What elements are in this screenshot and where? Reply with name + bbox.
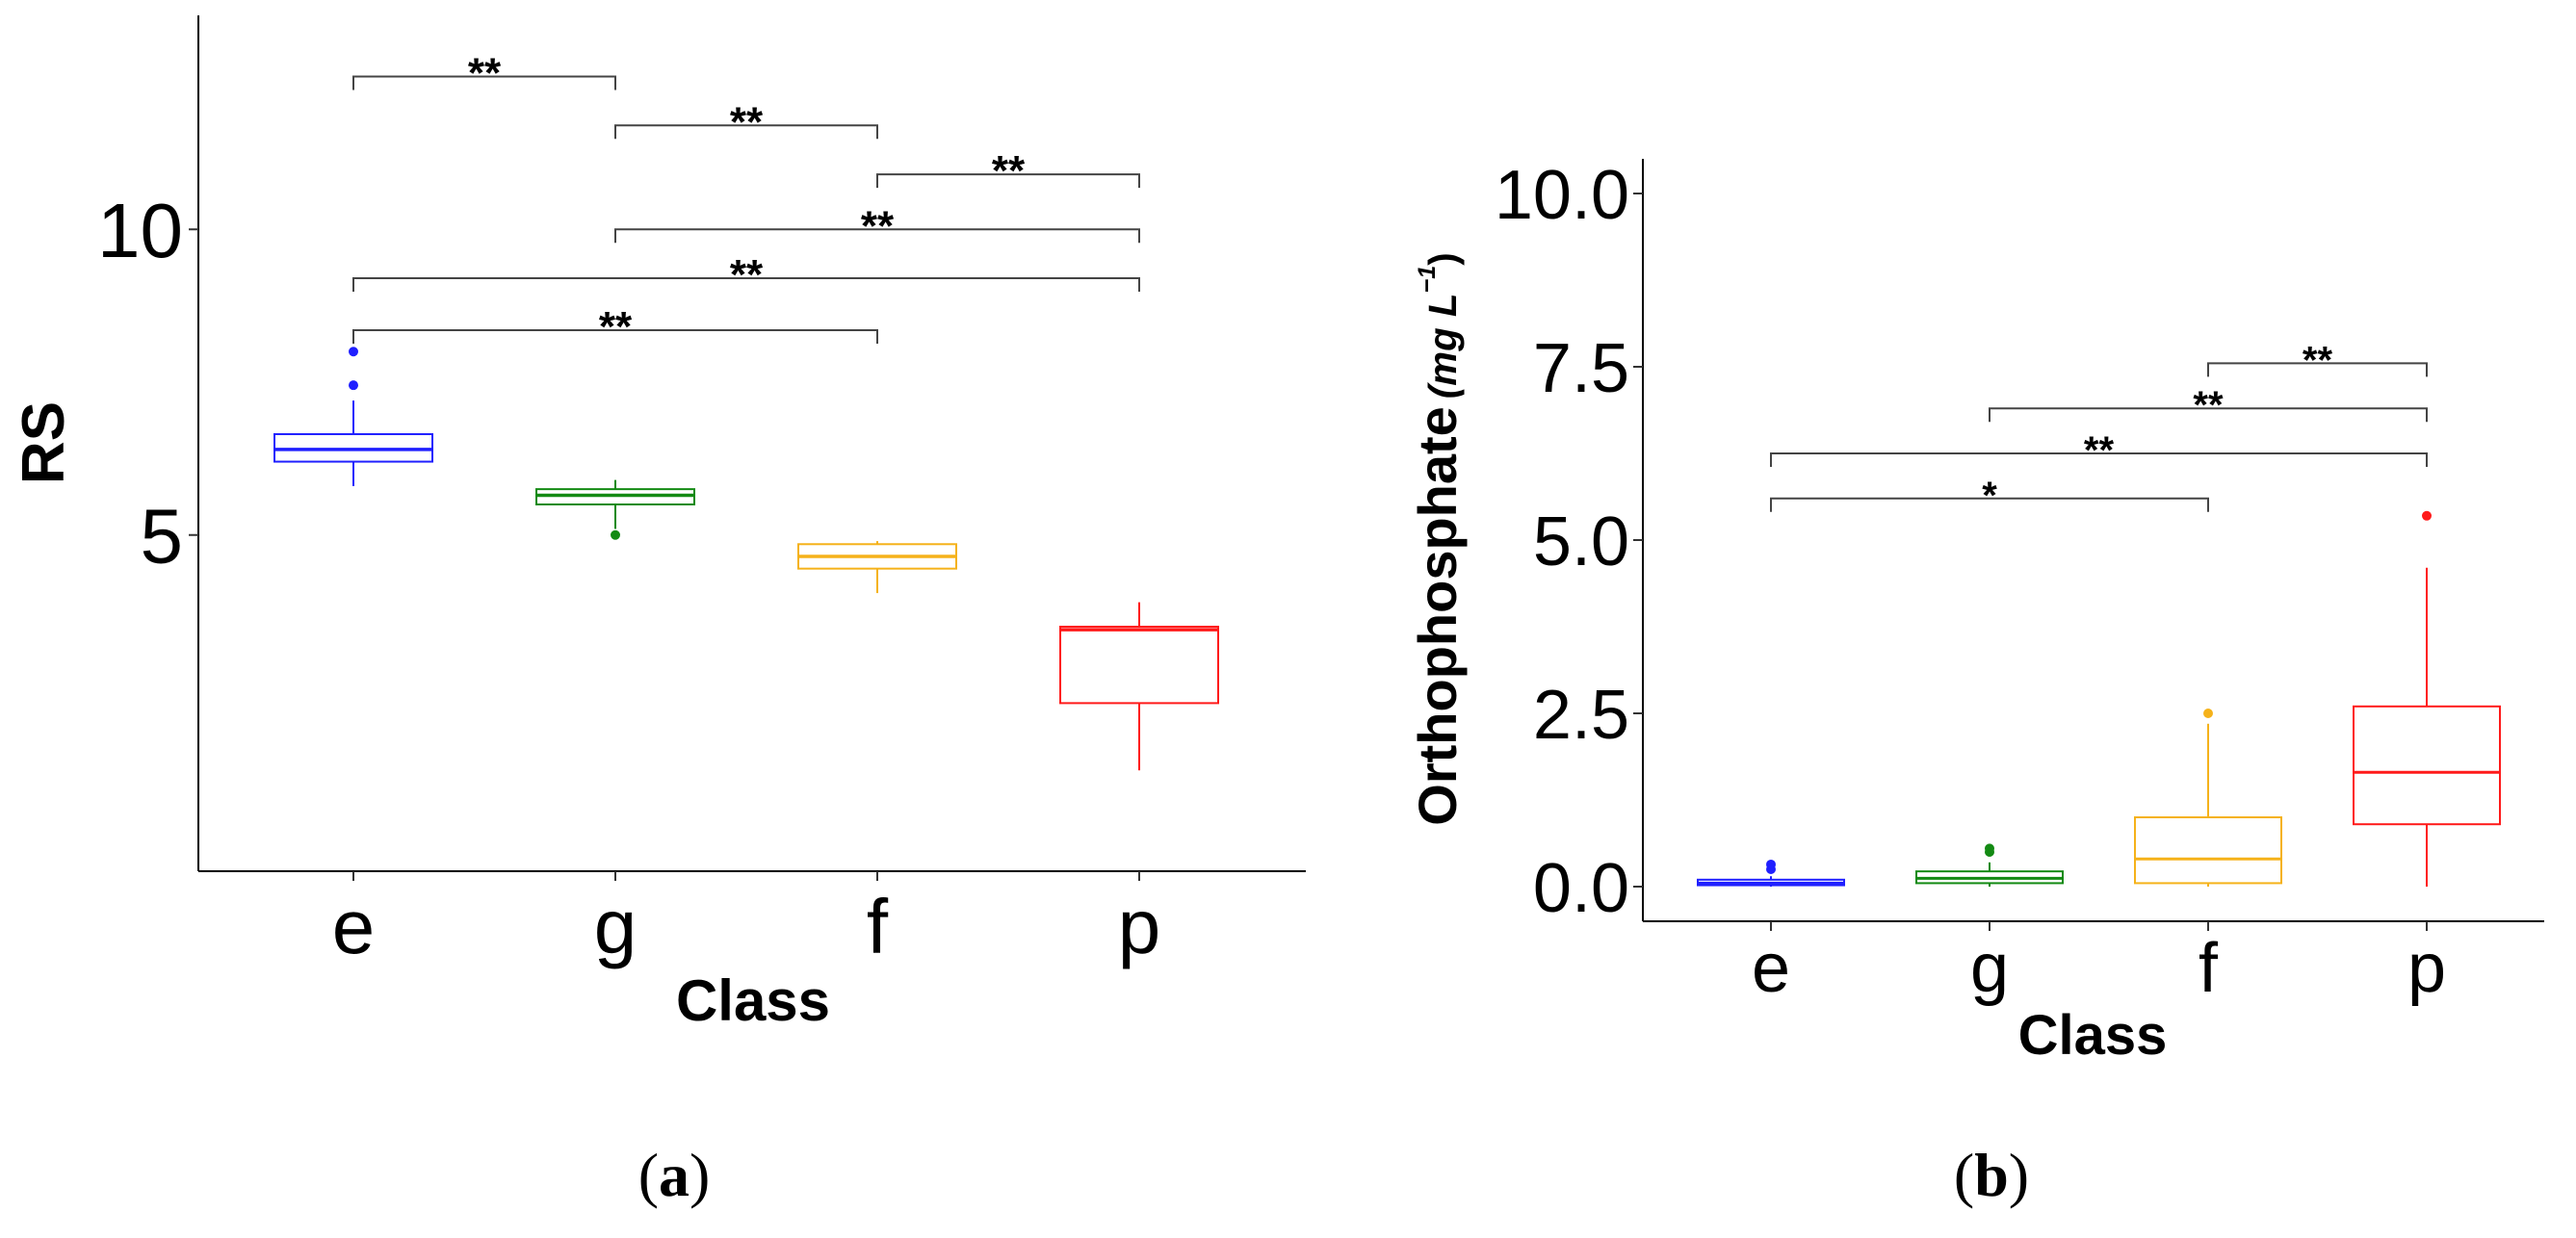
panel-a-chart: 5 10 e g f p ** ** ** ** ** ** Class RS [11,15,1306,1033]
x-axis-title: Class [676,968,830,1033]
box-f [2134,816,2282,885]
significance-bracket [876,173,1140,189]
significance-bracket [2207,362,2428,377]
x-tick-label: e [332,884,376,969]
significance-label: ** [2193,384,2224,426]
panel-b-label: (b) [1954,1141,2029,1209]
y-tick-label: 2.5 [1533,677,1629,754]
y-tick-label: 5.0 [1533,503,1629,580]
x-tick-label: e [1752,930,1790,1007]
x-tick-label: f [867,884,889,969]
panel-a-label: (a) [638,1141,711,1209]
x-tick-label: f [2199,930,2219,1007]
significance-label: ** [2303,339,2333,381]
outlier-point [349,347,358,357]
y-axis-title: Orthophosphate (mg L−1) [1407,252,1468,825]
x-tick-label: p [2407,930,2446,1007]
significance-label: ** [861,202,895,249]
y-axis-title-main: RS [11,401,77,484]
x-tick-label: g [594,884,637,969]
significance-bracket [352,277,1140,293]
y-axis-title: RS [11,401,77,484]
significance-label: ** [730,98,764,145]
significance-label: ** [599,303,633,350]
significance-label: ** [2084,429,2115,472]
significance-bracket [352,329,878,345]
y-tick-label: 10.0 [1495,157,1629,234]
y-axis-title-unit: (mg L [1420,293,1465,399]
outlier-point [349,380,358,391]
outlier-point [2422,510,2432,521]
y-axis-title-unit-close: ) [1420,252,1465,265]
significance-bracket [1770,452,2428,467]
panel-b-chart: 0.02.55.07.510.0e g f p*******ClassOrthopho… [1407,157,2544,1067]
outlier-point [1766,859,1776,869]
significance-label: * [1982,475,1997,517]
y-axis-title-unit-exponent: −1 [1414,266,1441,294]
box-p [1059,626,1219,705]
significance-bracket [1770,497,2209,512]
x-tick-label: g [1970,930,2009,1007]
y-tick-label: 10 [97,188,183,273]
box-p [2353,705,2501,826]
significance-bracket [614,228,1140,244]
significance-label: ** [730,251,764,298]
significance-label: ** [992,147,1026,194]
significance-bracket [1989,407,2428,423]
y-axis-title-main: Orthophosphate [1407,406,1468,826]
y-tick-label: 0.0 [1533,850,1629,927]
significance-bracket [352,75,616,90]
x-axis-title: Class [2018,1004,2168,1067]
significance-label: ** [468,50,502,97]
y-tick-label: 5 [141,494,184,580]
outlier-point [1985,843,1994,854]
significance-bracket [614,124,878,140]
outlier-point [2203,709,2213,718]
x-tick-label: p [1118,884,1161,969]
outlier-point [611,529,620,540]
y-tick-label: 7.5 [1533,330,1629,407]
